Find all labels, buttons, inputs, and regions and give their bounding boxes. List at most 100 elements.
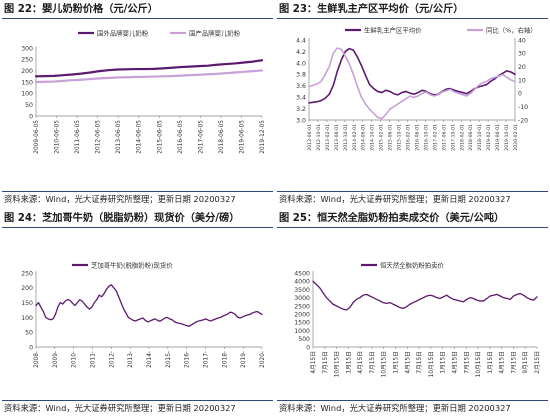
y-tick-label: 4000 (294, 279, 310, 286)
y-tick-label: 3.2 (296, 106, 306, 113)
panel-22: 图 22：婴儿奶粉价格（元/公斤） 0 50 100 150 200 250 300 2009… (0, 0, 275, 208)
x-tick-label: 2015-06-05 (157, 120, 163, 154)
y-tick-label: 500 (298, 336, 310, 343)
legend-label: 生鲜乳主产区平均价 (364, 25, 422, 34)
y-tick-label: 200 (21, 68, 33, 75)
x-tick-label: 2010- (72, 351, 78, 368)
x-tick-label: 2019-06-05 (239, 120, 245, 154)
y-tick-label: 150 (21, 79, 33, 86)
y-tick-label: 3.6 (296, 83, 306, 90)
x-tick-label: 10月15日 (334, 351, 341, 377)
chart-title: 图 24：芝加哥牛奶（脱脂奶粉）现货价（美分/磅） (2, 211, 273, 228)
source-note: 资料来源：Wind，光大证券研究所整理；更新日期 20200327 (277, 191, 548, 206)
y2-tick-label: -10 (518, 104, 528, 111)
x-tick-label: 2019-02-01 (486, 124, 492, 151)
x-tick-label: 2016-06-01 (414, 124, 420, 151)
x-tick-label: 2013-06-01 (334, 124, 340, 151)
y-tick-label: 150 (21, 300, 33, 307)
x-tick-label: 2018-10-01 (477, 124, 483, 151)
chart-24-svg: 0 50 100 150 200 250 2008- 2009- 2010- 2011- 2012-… (21, 260, 266, 368)
x-tick-label: 2008- (34, 351, 40, 368)
x-tick-label: 2020-02-01 (513, 124, 519, 151)
x-tick-label: 2017-06-01 (441, 124, 447, 151)
y-tick-label: 300 (21, 45, 33, 52)
x-tick-label: 2017- (204, 351, 210, 368)
x-tick-label: 2015- (166, 351, 172, 368)
x-tick-label: 9月15日 (522, 351, 529, 374)
series-line-1 (34, 69, 264, 84)
panel-23: 图 23：生鲜乳主产区平均价（元/公斤） 3.0 3.2 3.4 3.6 3.8 4.0 4… (275, 0, 550, 208)
x-tick-label: 2016- (185, 351, 191, 368)
x-tick-label: 2020- (260, 351, 266, 368)
y2-tick-label: 0 (518, 91, 522, 98)
x-tick-label: 2017-10-01 (450, 124, 456, 151)
x-tick-label: 2012-10-01 (316, 124, 322, 151)
panel-24: 图 24：芝加哥牛奶（脱脂奶粉）现货价（美分/磅） 0 50 100 150 200 25… (0, 209, 275, 417)
x-tick-label: 10月15日 (475, 351, 482, 377)
y-tick-label: 3.0 (296, 117, 306, 124)
x-tick-label: 1月15日 (345, 351, 352, 374)
x-tick-label: 2016-06-05 (178, 120, 184, 154)
chart-title: 图 23：生鲜乳主产区平均价（元/公斤） (277, 2, 548, 19)
x-tick-label: 2012- (109, 351, 115, 368)
x-tick-label: 2014-02-01 (352, 124, 358, 151)
x-tick-label: 2012-06-01 (307, 124, 313, 151)
chart-title: 图 25：恒天然全脂奶粉拍卖成交价（美元/公吨） (277, 211, 548, 228)
x-tick-label: 2019-06-01 (495, 124, 501, 151)
x-tick-label: 2013-06-05 (116, 120, 122, 154)
x-tick-label: 2018-02-01 (459, 124, 465, 151)
y-tick-label: 3000 (294, 295, 310, 302)
y-tick-label: 3500 (294, 287, 310, 294)
x-tick-label: 2月15日 (534, 351, 541, 374)
y-tick-label: 0 (29, 344, 33, 351)
x-tick-label: 4月15日 (310, 351, 317, 374)
chart-22-svg: 0 50 100 150 200 250 300 2009-06-05 2010-06-05 20… (21, 28, 266, 154)
x-tick-label: 2014-10-01 (370, 124, 376, 151)
y-tick-label: 100 (21, 91, 33, 98)
x-tick-label: 1月15日 (393, 351, 400, 374)
y-tick-label: 1000 (294, 328, 310, 335)
y-tick-label: 3.8 (296, 72, 306, 79)
y2-tick-label: 20 (518, 64, 526, 71)
y2-tick-label: 10 (518, 77, 526, 84)
x-tick-label: 2019-10-01 (504, 124, 510, 151)
y-tick-label: 50 (25, 102, 33, 109)
x-tick-label: 2013-10-01 (343, 124, 349, 151)
x-tick-label: 2018-06-05 (219, 120, 225, 154)
x-tick-label: 4月15日 (357, 351, 364, 374)
x-tick-label: 2012-06-05 (96, 120, 102, 154)
x-tick-label: 2014- (147, 351, 153, 368)
y-tick-label: 250 (21, 57, 33, 64)
y-tick-label: 50 (25, 330, 33, 337)
x-tick-label: 4月15日 (404, 351, 411, 374)
legend-label: 国外品牌婴儿奶粉 (97, 28, 149, 37)
y-tick-label: 3.4 (296, 95, 306, 102)
series-line-1 (308, 47, 516, 120)
legend-label: 国产品牌婴儿奶粉 (189, 28, 241, 37)
y-tick-label: 0 (29, 113, 33, 120)
series-line-0 (308, 47, 516, 104)
y-tick-label: 1500 (294, 320, 310, 327)
panel-25: 图 25：恒天然全脂奶粉拍卖成交价（美元/公吨） 0 500 1000 1500 200… (275, 209, 550, 417)
x-tick-label: 2017-02-01 (432, 124, 438, 151)
x-tick-label: 2014-06-01 (361, 124, 367, 151)
y-tick-label: 4.2 (296, 49, 306, 56)
x-tick-label: 10月15日 (381, 351, 388, 377)
x-tick-label: 7月15日 (322, 351, 329, 374)
x-tick-label: 7月15日 (463, 351, 470, 374)
legend-label: 恒天然全脂奶粉拍卖价 (380, 260, 445, 269)
series-line-0 (312, 280, 538, 311)
x-tick-label: 2015-10-01 (397, 124, 403, 151)
x-tick-label: 2019-12-05 (260, 120, 266, 154)
source-note: 资料来源：Wind，光大证券研究所整理；更新日期 20200327 (2, 400, 273, 415)
chart-title: 图 22：婴儿奶粉价格（元/公斤） (2, 2, 273, 19)
x-tick-label: 2014-06-05 (137, 120, 143, 154)
x-tick-label: 7月15日 (416, 351, 423, 374)
x-tick-label: 4月15日 (499, 351, 506, 374)
x-tick-label: 7月15日 (369, 351, 376, 374)
legend-label: 同比（%，右轴） (486, 25, 537, 34)
y-tick-label: 2000 (294, 312, 310, 319)
x-tick-label: 2018-06-01 (468, 124, 474, 151)
x-tick-label: 2013- (128, 351, 134, 368)
